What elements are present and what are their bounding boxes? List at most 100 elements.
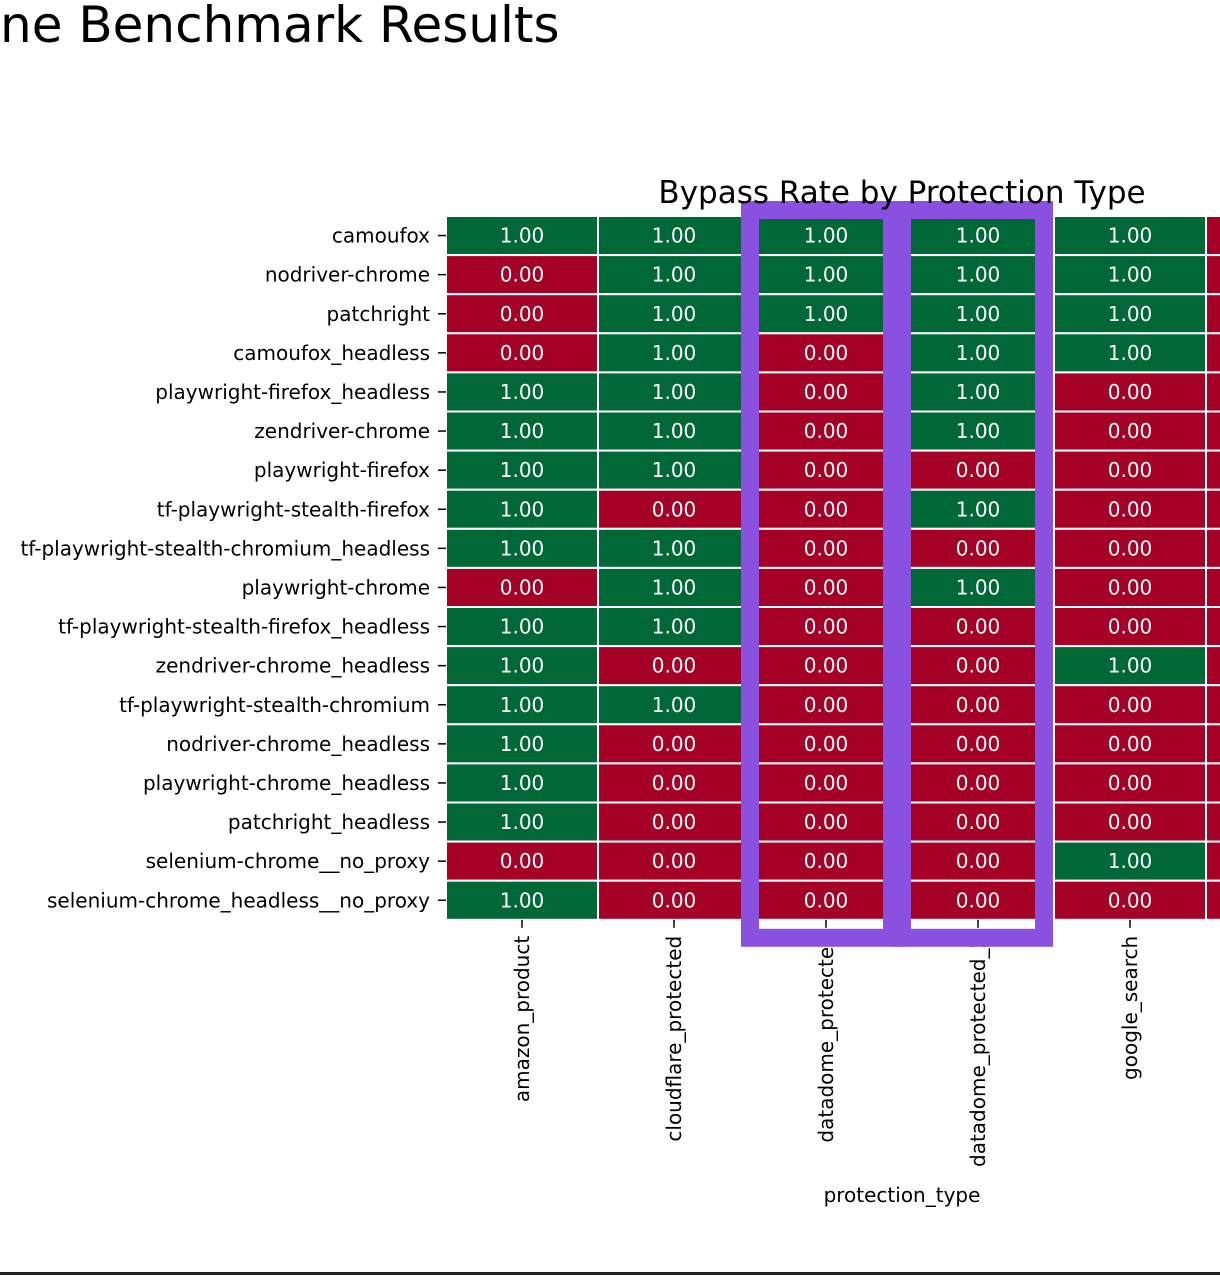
heatmap-cell	[597, 606, 751, 648]
heatmap-cell	[445, 801, 599, 843]
cell-value-label: 0.00	[1108, 888, 1153, 912]
cell-value-label: 1.00	[956, 224, 1001, 248]
cell-value-label: 1.00	[500, 224, 545, 248]
cell-value-label: 1.00	[500, 458, 545, 482]
cell-value-label: 0.00	[956, 458, 1001, 482]
heatmap-cell	[749, 762, 903, 804]
y-tick-label: tf-playwright-stealth-firefox_headless	[58, 615, 430, 639]
cell-value-label: 1.00	[1108, 654, 1153, 678]
heatmap-cell-cropped	[1205, 801, 1220, 843]
cell-value-label: 1.00	[500, 810, 545, 834]
cell-value-label: 0.00	[1108, 380, 1153, 404]
y-tick-label: selenium-chrome_headless__no_proxy	[47, 888, 430, 912]
heatmap-cell	[597, 566, 751, 609]
x-tick-label-google-search: google_search	[1118, 936, 1142, 1080]
heatmap-cell	[445, 293, 599, 335]
cell-value-label: 1.00	[652, 263, 697, 287]
heatmap-cell-cropped	[1205, 723, 1220, 765]
cell-value-label: 1.00	[804, 302, 849, 326]
heatmap-cell	[597, 684, 751, 726]
heatmap-cell	[749, 606, 903, 648]
heatmap-cell	[749, 254, 903, 296]
heatmap-cell	[597, 254, 751, 296]
cell-value-label: 0.00	[1108, 615, 1153, 639]
cell-value-label: 1.00	[956, 380, 1001, 404]
cell-value-label: 1.00	[1108, 224, 1153, 248]
heatmap-cell	[901, 762, 1055, 804]
page-title: ne Benchmark Results	[0, 0, 560, 54]
cell-value-label: 0.00	[1108, 419, 1153, 443]
cell-value-label: 1.00	[652, 536, 697, 560]
cell-value-label: 0.00	[804, 615, 849, 639]
heatmap-cell-cropped	[1205, 840, 1220, 882]
heatmap-cell	[901, 566, 1055, 609]
cell-value-label: 0.00	[652, 497, 697, 521]
x-tick-label-datadome-protected-2: datadome_protected_2	[966, 936, 990, 1167]
heatmap-cell	[901, 606, 1055, 648]
heatmap-cell-cropped	[1205, 527, 1220, 569]
heatmap-cell	[1053, 566, 1207, 609]
heatmap-cell-cropped	[1205, 410, 1220, 452]
heatmap-cell	[749, 723, 903, 765]
x-tick-label-datadome-protectec: datadome_protectec	[814, 936, 838, 1143]
y-tick-label: playwright-firefox	[254, 458, 430, 482]
cell-value-label: 0.00	[804, 380, 849, 404]
highlight-frame-datadome-protected-2	[893, 201, 1053, 947]
cell-value-label: 1.00	[956, 419, 1001, 443]
heatmap-cell	[749, 527, 903, 569]
heatmap-cell	[445, 410, 599, 452]
y-tick-label: camoufox_headless	[233, 341, 430, 365]
cell-value-label: 0.00	[804, 458, 849, 482]
heatmap-cell	[901, 371, 1055, 413]
x-tick-label-cloudflare-protected: cloudflare_protected	[662, 936, 686, 1142]
cell-value-label: 0.00	[956, 849, 1001, 873]
cell-value-label: 0.00	[804, 654, 849, 678]
column-highlights	[741, 201, 1053, 947]
heatmap-cell-cropped	[1205, 449, 1220, 491]
heatmap-cell	[1053, 449, 1207, 491]
y-tick-label: playwright-firefox_headless	[155, 380, 430, 404]
y-tick-label: camoufox	[332, 224, 430, 248]
heatmap-cell	[749, 215, 903, 257]
cell-value-label: 0.00	[804, 732, 849, 756]
cell-value-label: 1.00	[500, 380, 545, 404]
cell-value-label: 0.00	[804, 497, 849, 521]
heatmap-cell	[749, 879, 903, 921]
y-tick-labels: camoufox nodriver-chrome patchright camoufo…	[20, 224, 446, 912]
cell-value-label: 1.00	[500, 771, 545, 795]
cell-value-label: 1.00	[1108, 849, 1153, 873]
cell-value-label: 0.00	[1108, 536, 1153, 560]
x-tick-label-amazon-product: amazon_product	[510, 936, 534, 1102]
y-tick-label: selenium-chrome__no_proxy	[146, 849, 431, 873]
heatmap-cell	[1053, 332, 1207, 374]
cell-value-label: 0.00	[956, 888, 1001, 912]
cell-value-label: 1.00	[500, 888, 545, 912]
cell-value-label: 0.00	[652, 810, 697, 834]
y-tick-label: tf-playwright-stealth-chromium	[119, 693, 430, 717]
cell-value-label: 1.00	[652, 419, 697, 443]
heatmap-cell	[445, 215, 599, 257]
heatmap-cell	[1053, 254, 1207, 296]
heatmap-cell-cropped	[1205, 879, 1220, 921]
cell-value-label: 1.00	[1108, 341, 1153, 365]
cell-value-label: 1.00	[652, 302, 697, 326]
y-tick-label: nodriver-chrome	[265, 263, 430, 287]
cell-value-label: 0.00	[804, 693, 849, 717]
cell-value-label: 1.00	[1108, 302, 1153, 326]
heatmap-cell	[1053, 723, 1207, 765]
cell-value-label: 1.00	[500, 419, 545, 443]
x-tick-labels: amazon_product cloudflare_protected datado…	[510, 919, 1142, 1167]
cell-value-label: 0.00	[804, 419, 849, 443]
cell-value-label: 1.00	[956, 341, 1001, 365]
cell-value-label: 0.00	[956, 771, 1001, 795]
heatmap-cell	[1053, 879, 1207, 921]
heatmap-cell-cropped	[1205, 332, 1220, 374]
cell-value-label: 1.00	[500, 693, 545, 717]
cell-value-label: 1.00	[956, 263, 1001, 287]
cell-value-label: 0.00	[652, 654, 697, 678]
heatmap-cell	[597, 332, 751, 374]
cell-value-label: 1.00	[500, 497, 545, 521]
cell-value-label: 1.00	[804, 263, 849, 287]
cell-value-label: 0.00	[956, 732, 1001, 756]
